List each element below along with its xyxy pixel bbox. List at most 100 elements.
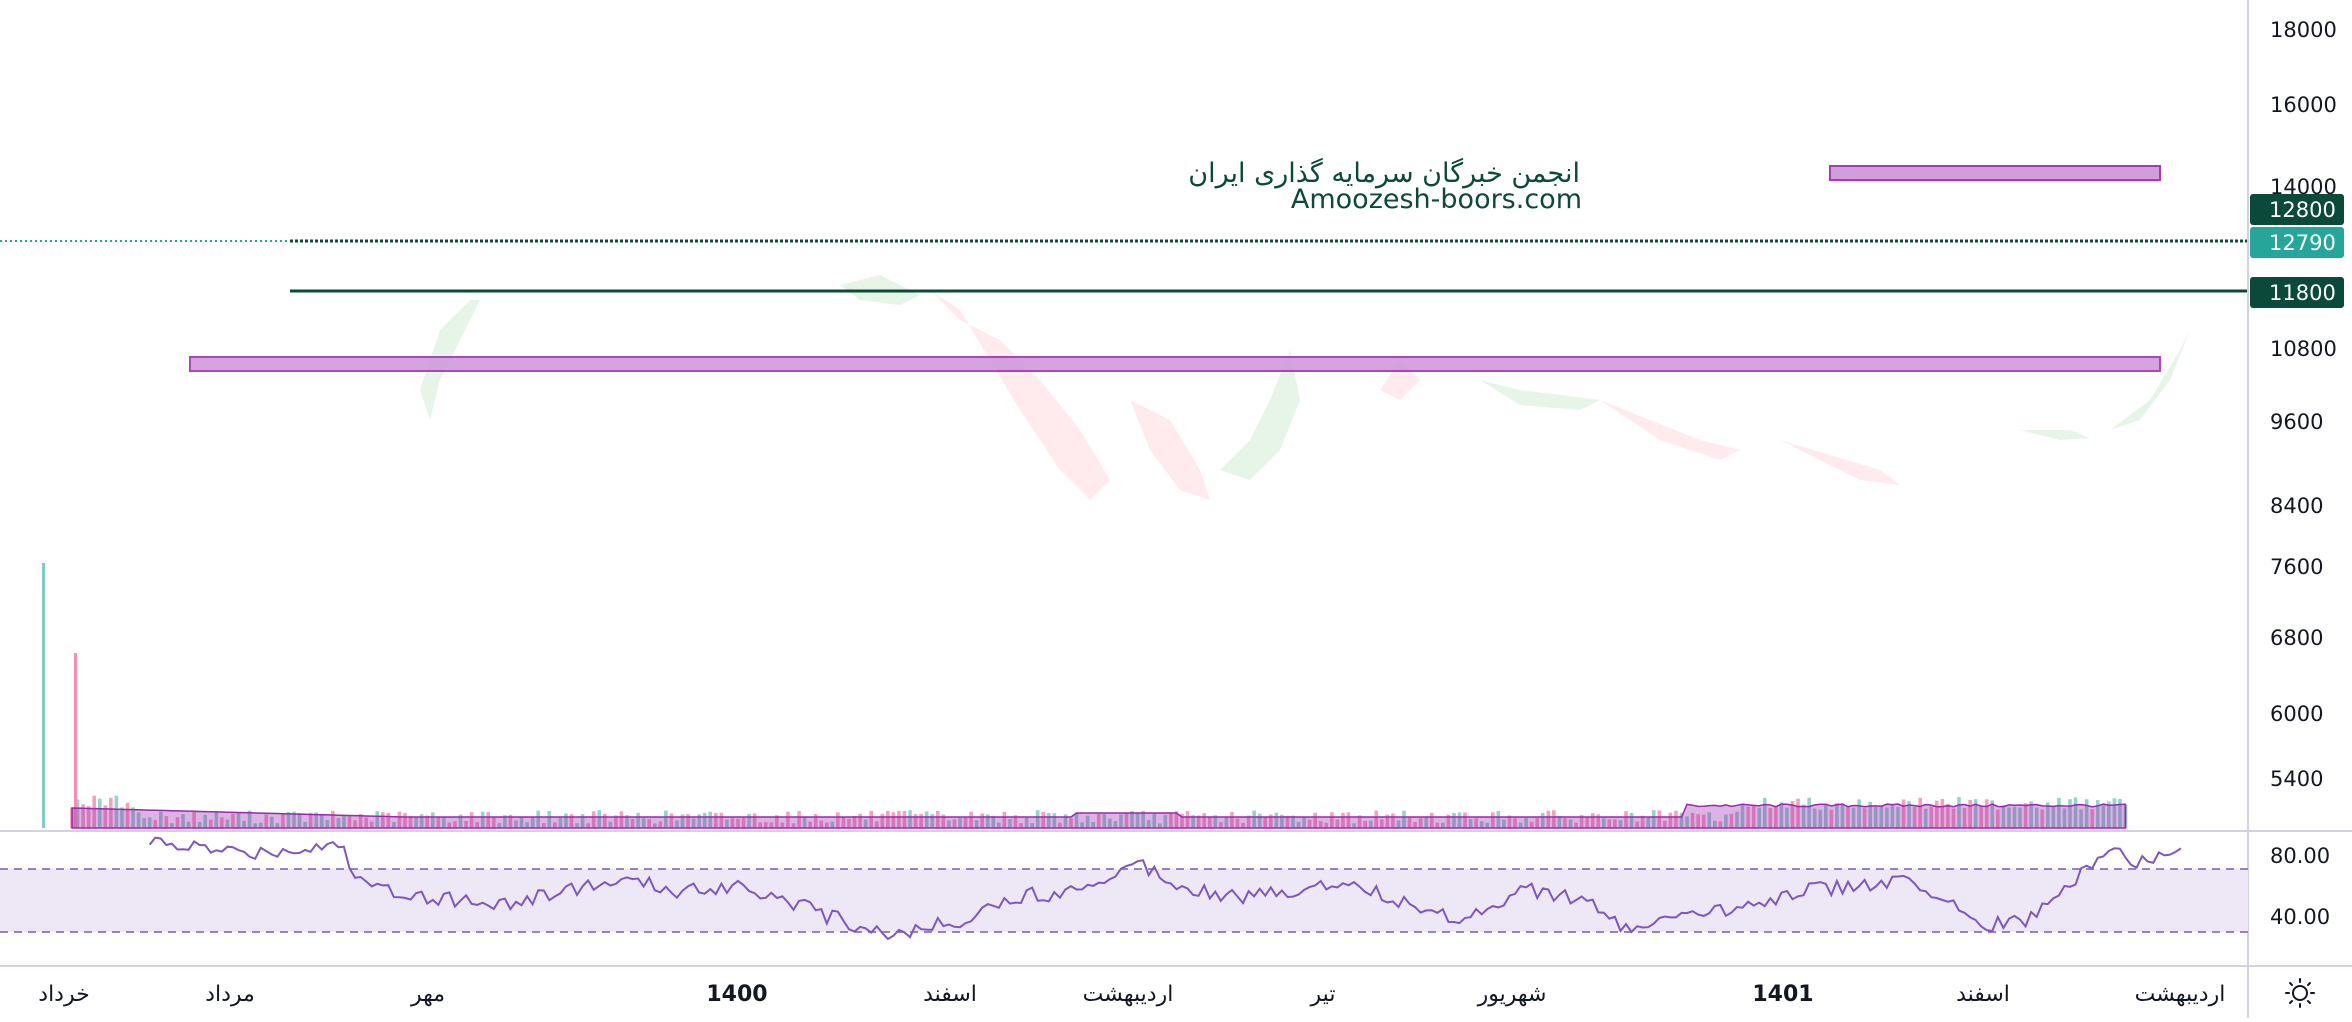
volume-bar — [1207, 817, 1212, 828]
volume-bar — [1762, 797, 1767, 828]
volume-bar — [1713, 820, 1717, 828]
volume-bar — [1996, 809, 2000, 828]
volume-bar — [159, 811, 163, 828]
price-axis[interactable]: 18000 16000 14000 10800 9600 8400 7600 6… — [2250, 18, 2344, 791]
volume-bar — [1740, 803, 1745, 828]
volume-bar — [114, 795, 119, 828]
volume-bar — [719, 812, 724, 828]
volume-bar — [2079, 809, 2083, 828]
volume-bar — [353, 820, 357, 828]
time-label-1400: 1400 — [706, 982, 767, 1007]
volume-bar — [1191, 815, 1195, 828]
volume-bar — [780, 822, 785, 828]
volume-bar — [1052, 813, 1057, 828]
volume-bar — [203, 814, 207, 828]
volume-bar — [1330, 812, 1334, 828]
volume-bar — [297, 813, 302, 828]
volume-bar — [1946, 803, 1950, 828]
cloud-green-5 — [2020, 430, 2090, 440]
volume-bar — [1418, 818, 1423, 828]
volume-bar — [836, 812, 840, 828]
zone-10800[interactable] — [189, 356, 2161, 372]
volume-bar — [936, 811, 940, 828]
volume-bar — [1491, 812, 1495, 828]
volume-bar — [714, 812, 718, 828]
volume-bar — [2023, 803, 2028, 828]
volume-ma-area — [71, 803, 2127, 829]
volume-bar — [974, 820, 979, 828]
volume-bar — [819, 820, 824, 828]
volume-bar — [1407, 817, 1412, 828]
volume-bar — [553, 822, 557, 828]
volume-bar — [686, 814, 690, 828]
volume-bar — [303, 821, 307, 828]
volume-bar — [319, 813, 324, 828]
time-label-mordad: مرداد — [205, 982, 255, 1007]
volume-bar — [358, 814, 363, 828]
price-tag-12790-bg — [2250, 227, 2344, 258]
main-pane-bg — [0, 0, 2248, 830]
volume-bar — [2051, 806, 2056, 828]
sun-settings-icon[interactable] — [2285, 978, 2315, 1008]
volume-bar — [1235, 818, 1240, 828]
volume-bar — [1935, 800, 1939, 828]
volume-bar — [264, 814, 269, 828]
volume-bar — [1879, 805, 1884, 828]
volume-bar — [863, 819, 868, 828]
volume-bar — [1590, 813, 1595, 828]
time-label-shahrivar: شهریور — [1477, 982, 1547, 1007]
volume-bar — [92, 795, 96, 828]
volume-bar — [980, 813, 984, 828]
volume-bar — [1890, 805, 1895, 828]
volume-bar — [1524, 818, 1528, 828]
volume-bar — [242, 820, 246, 828]
volume-bar — [797, 810, 801, 828]
volume-bar — [1269, 814, 1273, 828]
volume-bar — [1302, 817, 1306, 828]
volume-bar — [825, 822, 829, 828]
volume-bar — [103, 805, 108, 828]
volume-bar — [1557, 815, 1562, 828]
volume-bar — [1973, 799, 1978, 828]
volume-bar — [1829, 809, 1834, 828]
volume-bar — [608, 821, 613, 828]
volume-bar — [1385, 814, 1390, 828]
volume-bar — [469, 812, 474, 828]
volume-bar — [1163, 815, 1168, 828]
volume-bar — [1546, 810, 1551, 828]
volume-bar — [1468, 819, 1473, 828]
oscillator-pane[interactable] — [0, 836, 2248, 941]
volume-bar — [325, 820, 330, 828]
volume-bar — [197, 821, 202, 828]
price-tick-8400: 8400 — [2270, 494, 2323, 518]
cloud-red-1 — [930, 290, 1110, 500]
volume-bar — [231, 813, 235, 828]
volume-bar — [1141, 810, 1145, 828]
volume-bar — [1024, 816, 1029, 828]
volume-bar — [591, 811, 596, 828]
time-axis[interactable]: خرداد مرداد مهر 1400 اسفند اردیبهشت تیر … — [38, 982, 2225, 1007]
cloud-green-3 — [1220, 350, 1300, 480]
watermark-line2: Amoozesh-boors.com — [1291, 184, 1582, 215]
zone-14000[interactable] — [1829, 165, 2161, 181]
volume-bar — [1135, 812, 1140, 828]
volume-bar — [874, 821, 879, 828]
volume-bar — [236, 812, 241, 828]
volume-bar — [858, 813, 862, 828]
volume-bar — [575, 823, 579, 828]
volume-bar — [2062, 808, 2067, 828]
volume-bar — [1940, 798, 1945, 828]
volume-bar — [1757, 807, 1761, 828]
volume-bar — [558, 818, 563, 828]
volume-bar — [1585, 816, 1589, 828]
volume-bar — [1241, 822, 1245, 828]
volume-bar — [1058, 822, 1062, 828]
volume-bar — [81, 804, 85, 828]
volume-bar — [1452, 813, 1456, 828]
volume-bar — [147, 817, 152, 828]
volume-bar — [891, 812, 896, 828]
oscillator-axis[interactable]: 80.00 40.00 — [2270, 844, 2330, 929]
volume-bar — [652, 823, 657, 828]
